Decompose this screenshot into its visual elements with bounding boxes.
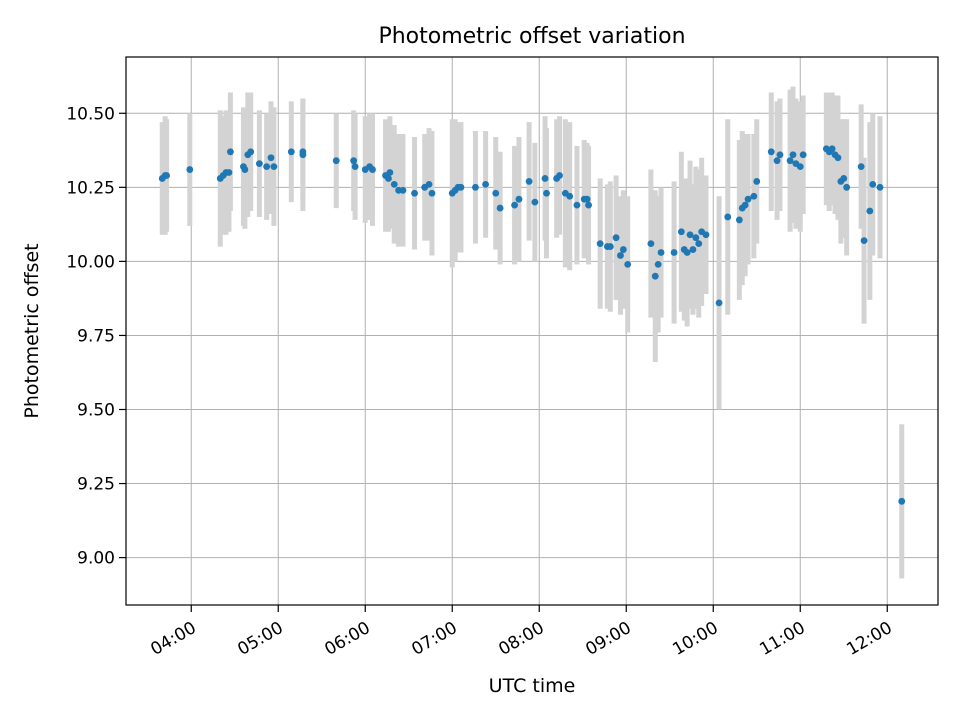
data-point bbox=[741, 201, 749, 209]
data-point bbox=[573, 201, 581, 209]
data-point bbox=[566, 192, 574, 200]
data-point bbox=[624, 260, 632, 268]
y-axis-ticks: 9.00 9.25 9.50 9.75 10.00 10.25 10.50 bbox=[66, 104, 126, 569]
data-point bbox=[834, 154, 842, 162]
data-point bbox=[869, 180, 877, 188]
data-point bbox=[428, 189, 436, 197]
y-tick-label: 9.50 bbox=[77, 400, 115, 420]
data-point bbox=[651, 272, 659, 280]
data-point bbox=[186, 166, 194, 173]
data-point bbox=[256, 160, 263, 168]
data-point bbox=[840, 175, 848, 182]
data-point bbox=[457, 183, 465, 191]
data-point bbox=[606, 243, 614, 250]
data-point bbox=[531, 198, 539, 206]
data-point bbox=[677, 228, 685, 236]
data-point bbox=[492, 189, 500, 197]
data-point bbox=[267, 154, 275, 162]
data-point bbox=[399, 186, 407, 194]
data-point bbox=[385, 175, 392, 182]
data-point bbox=[511, 201, 518, 209]
data-point bbox=[425, 180, 433, 188]
data-point bbox=[796, 163, 804, 171]
data-point bbox=[789, 151, 797, 159]
y-tick-label: 9.00 bbox=[77, 549, 115, 569]
y-tick-label: 9.25 bbox=[77, 475, 115, 495]
plot-frame bbox=[125, 56, 939, 606]
data-point bbox=[270, 163, 278, 171]
data-point bbox=[750, 192, 758, 200]
data-point bbox=[225, 169, 233, 176]
data-point bbox=[482, 180, 489, 188]
data-point bbox=[843, 183, 851, 191]
data-point bbox=[753, 178, 761, 185]
data-point bbox=[776, 151, 784, 159]
data-point bbox=[767, 148, 775, 156]
y-tick-label: 10.50 bbox=[66, 104, 115, 124]
data-point bbox=[541, 175, 549, 182]
data-point bbox=[612, 234, 620, 242]
data-point bbox=[866, 207, 874, 215]
y-tick-label: 10.25 bbox=[66, 178, 115, 198]
y-tick-label: 10.00 bbox=[66, 252, 115, 272]
data-point bbox=[744, 195, 752, 203]
data-point bbox=[247, 148, 255, 156]
data-point bbox=[583, 195, 591, 203]
data-point bbox=[876, 183, 884, 191]
data-point bbox=[857, 163, 865, 171]
data-point bbox=[799, 151, 807, 159]
data-point bbox=[619, 246, 627, 253]
y-tick-label: 9.75 bbox=[77, 326, 115, 346]
data-point bbox=[351, 163, 359, 171]
data-point bbox=[898, 497, 906, 505]
data-point bbox=[287, 148, 295, 156]
data-point bbox=[683, 249, 691, 256]
data-point bbox=[689, 246, 697, 253]
data-point bbox=[163, 172, 171, 179]
data-point bbox=[390, 180, 398, 188]
y-axis-label: Photometric offset bbox=[21, 243, 43, 418]
data-point bbox=[472, 183, 479, 191]
data-point bbox=[735, 216, 743, 224]
data-point bbox=[543, 189, 550, 197]
data-point bbox=[332, 157, 340, 165]
data-point bbox=[657, 249, 665, 256]
data-point bbox=[263, 163, 271, 171]
data-point bbox=[241, 166, 249, 173]
data-point bbox=[692, 234, 700, 242]
data-point bbox=[715, 299, 723, 307]
data-point bbox=[860, 237, 868, 245]
data-point bbox=[386, 169, 394, 176]
data-point bbox=[647, 240, 655, 248]
x-axis-label: UTC time bbox=[489, 675, 576, 697]
data-point bbox=[702, 231, 710, 239]
data-point bbox=[496, 204, 504, 212]
data-point bbox=[515, 195, 523, 203]
data-points bbox=[158, 145, 906, 505]
data-point bbox=[786, 157, 794, 165]
data-point bbox=[773, 157, 781, 165]
data-point bbox=[670, 249, 678, 256]
data-point bbox=[525, 178, 533, 185]
data-point bbox=[596, 240, 604, 248]
data-point bbox=[654, 260, 662, 268]
data-point bbox=[227, 148, 234, 156]
data-point bbox=[686, 231, 694, 239]
data-point bbox=[828, 145, 836, 153]
data-point bbox=[724, 213, 732, 221]
data-point bbox=[617, 252, 624, 259]
data-point bbox=[695, 240, 703, 248]
data-point bbox=[585, 201, 592, 209]
data-point bbox=[556, 172, 563, 179]
data-point bbox=[350, 157, 358, 165]
chart-title: Photometric offset variation bbox=[378, 24, 685, 49]
data-point bbox=[411, 189, 418, 197]
data-point bbox=[369, 166, 376, 173]
data-point bbox=[299, 151, 307, 159]
